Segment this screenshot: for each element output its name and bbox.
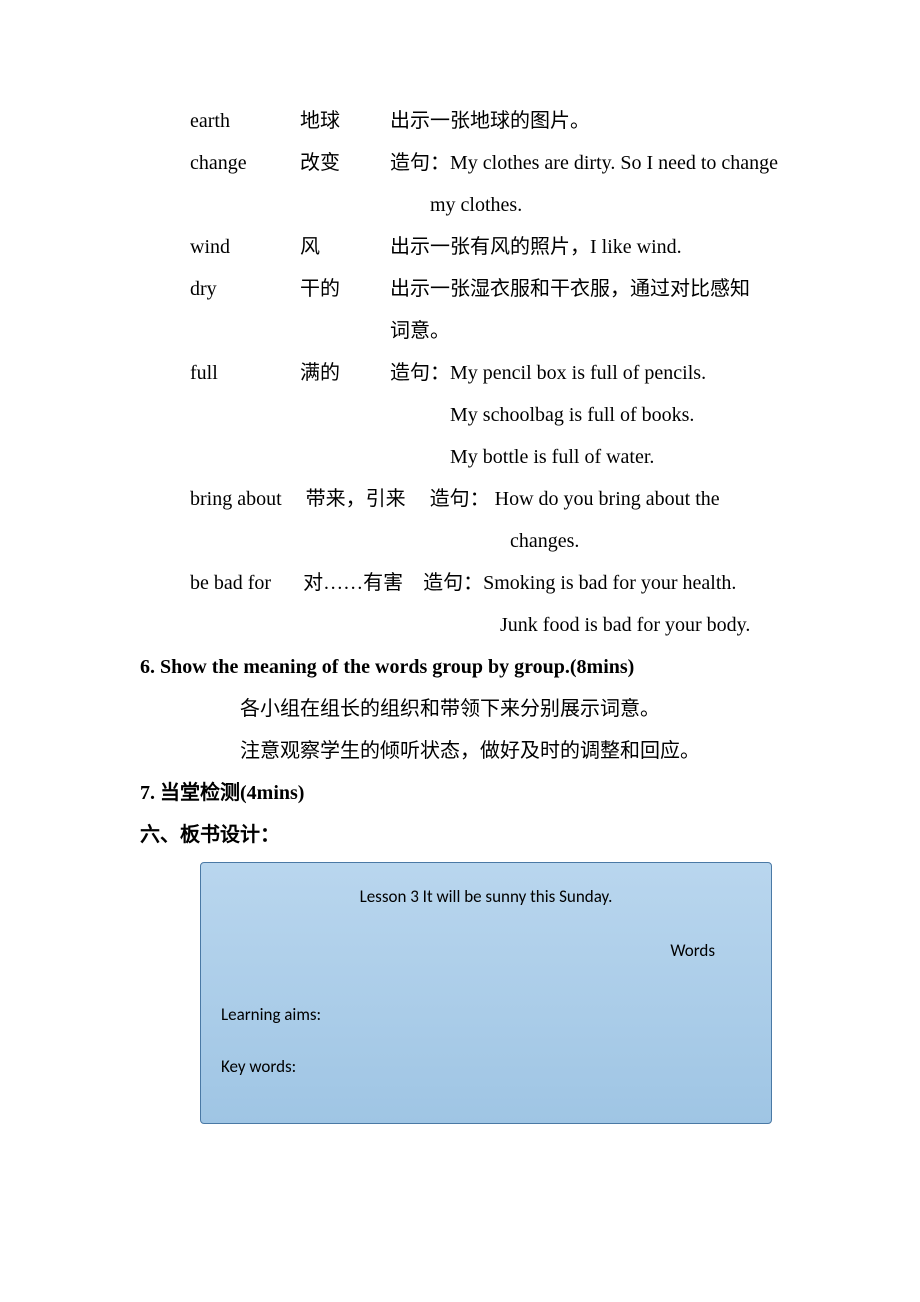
vocab-row-bring-about: bring about 带来，引来 造句： How do you bring a…: [140, 478, 800, 520]
vocab-desc: 出示一张有风的照片，I like wind.: [390, 226, 800, 268]
vocab-cn: 地球: [300, 100, 390, 142]
vocab-desc: 造句：My pencil box is full of pencils.: [390, 352, 800, 394]
blackboard-design-box: Lesson 3 It will be sunny this Sunday. W…: [200, 862, 772, 1124]
vocab-word: dry: [190, 268, 300, 310]
section-6-line-2: 注意观察学生的倾听状态，做好及时的调整和回应。: [140, 730, 800, 772]
vocab-cont-dry: 词意。: [140, 310, 800, 352]
vocab-cont-be-bad-for: Junk food is bad for your body.: [140, 604, 800, 646]
vocab-desc: 造句：My clothes are dirty. So I need to ch…: [390, 142, 800, 184]
vocab-row-wind: wind 风 出示一张有风的照片，I like wind.: [140, 226, 800, 268]
vocab-cn: 对……有害: [303, 562, 423, 604]
vocab-desc: 造句： How do you bring about the: [430, 478, 720, 520]
vocab-word: bring about: [190, 478, 306, 520]
board-design-heading: 六、板书设计：: [140, 814, 800, 856]
vocab-cn: 风: [300, 226, 390, 268]
vocab-word: be bad for: [190, 562, 303, 604]
vocab-cont-bring-about: changes.: [140, 520, 800, 562]
vocab-word: change: [190, 142, 300, 184]
vocab-row-be-bad-for: be bad for 对……有害 造句：Smoking is bad for y…: [140, 562, 800, 604]
vocab-row-change: change 改变 造句：My clothes are dirty. So I …: [140, 142, 800, 184]
vocab-word: wind: [190, 226, 300, 268]
vocab-desc: 出示一张湿衣服和干衣服，通过对比感知: [390, 268, 800, 310]
vocab-desc: 出示一张地球的图片。: [390, 100, 800, 142]
vocab-cont-full-1: My schoolbag is full of books.: [140, 394, 800, 436]
vocab-word: earth: [190, 100, 300, 142]
vocab-row-earth: earth 地球 出示一张地球的图片。: [140, 100, 800, 142]
vocab-cn: 改变: [300, 142, 390, 184]
board-title: Lesson 3 It will be sunny this Sunday.: [201, 885, 771, 909]
vocab-desc: 造句：Smoking is bad for your health.: [423, 562, 736, 604]
vocab-cn: 带来，引来: [306, 478, 430, 520]
section-7-heading: 7. 当堂检测(4mins): [140, 772, 800, 814]
board-words-label: Words: [670, 939, 715, 963]
vocab-row-full: full 满的 造句：My pencil box is full of penc…: [140, 352, 800, 394]
vocab-cont-change: my clothes.: [140, 184, 800, 226]
vocab-row-dry: dry 干的 出示一张湿衣服和干衣服，通过对比感知: [140, 268, 800, 310]
vocab-word: full: [190, 352, 300, 394]
board-learning-aims: Learning aims:: [221, 1003, 321, 1027]
vocab-cn: 满的: [300, 352, 390, 394]
vocab-cont-full-2: My bottle is full of water.: [140, 436, 800, 478]
section-6-line-1: 各小组在组长的组织和带领下来分别展示词意。: [140, 688, 800, 730]
board-key-words: Key words:: [221, 1055, 296, 1079]
vocab-cn: 干的: [300, 268, 390, 310]
section-6-heading: 6. Show the meaning of the words group b…: [140, 646, 800, 688]
